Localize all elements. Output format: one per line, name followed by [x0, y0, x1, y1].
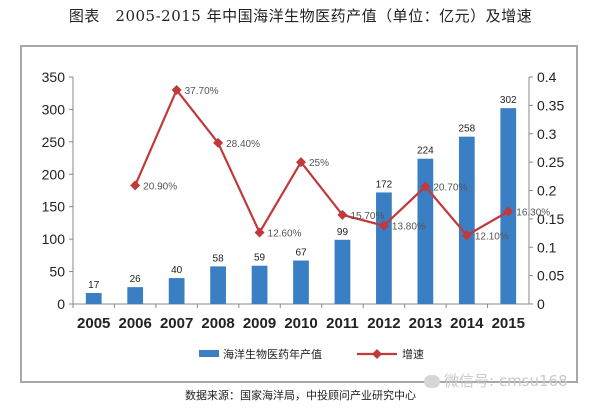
x-tick-label: 2013 [409, 315, 442, 332]
growth-point [461, 230, 472, 241]
right-tick-label: 0.2 [537, 183, 557, 199]
growth-line [134, 87, 509, 237]
left-tick-label: 0 [57, 296, 65, 312]
growth-point [254, 227, 265, 238]
legend-bar-swatch [199, 350, 219, 357]
data-source-note: 数据来源：国家海洋局，中投顾问产业研究中心 [185, 389, 416, 402]
bar-value-label: 58 [213, 253, 225, 264]
right-tick-label: 0.4 [537, 69, 557, 85]
x-tick-label: 2005 [77, 315, 110, 332]
growth-value-label: 13.80% [392, 222, 426, 233]
bar [376, 192, 392, 304]
left-tick-label: 150 [42, 199, 66, 215]
growth-point [337, 209, 348, 220]
bar [210, 266, 226, 304]
bar-value-label: 258 [458, 124, 475, 135]
bar [500, 108, 517, 304]
x-tick-label: 2015 [492, 315, 525, 332]
bar-value-label: 40 [171, 265, 183, 276]
x-tick-label: 2010 [284, 315, 317, 332]
x-tick-label: 2009 [243, 315, 276, 332]
growth-value-label: 20.70% [433, 183, 467, 194]
growth-point [296, 157, 306, 168]
x-tick-label: 2006 [118, 315, 151, 332]
bar [127, 287, 144, 304]
growth-value-label: 28.40% [226, 139, 260, 150]
bar-value-label: 17 [88, 280, 100, 291]
x-tick-label: 2011 [326, 315, 359, 332]
combo-chart: 0 50 100 150 200 250 300 350 0 0.05 0.1 0.15 0.2 0.25… [42, 69, 565, 361]
legend-line-label: 增速 [402, 347, 424, 361]
legend-line-marker [372, 349, 382, 359]
growth-point [503, 206, 514, 217]
bar-value-label: 302 [500, 95, 517, 106]
growth-value-label: 37.70% [185, 86, 219, 97]
right-tick-label: 0.15 [537, 211, 564, 227]
x-tick-label: 2007 [160, 315, 193, 332]
bar-value-label: 59 [254, 253, 266, 264]
wechat-icon [424, 375, 440, 388]
x-tick-label: 2008 [201, 315, 234, 332]
bar-value-label: 26 [130, 274, 142, 285]
bar [458, 136, 475, 304]
bar [293, 260, 309, 304]
growth-value-label: 20.90% [143, 181, 177, 192]
bar-value-label: 172 [376, 179, 393, 190]
left-tick-label: 350 [42, 69, 66, 85]
bar [251, 265, 268, 304]
right-tick-label: 0.25 [537, 154, 564, 170]
right-tick-label: 0.1 [537, 239, 557, 255]
growth-point [171, 85, 182, 96]
bar [417, 158, 434, 304]
right-tick-label: 0 [537, 296, 545, 312]
watermark: 微信号: cmsu168 [424, 370, 568, 391]
growth-value-label: 12.10% [475, 231, 509, 242]
right-tick-label: 0.35 [537, 97, 564, 113]
growth-point [130, 180, 141, 191]
left-tick-label: 250 [42, 134, 66, 150]
bar [168, 278, 185, 304]
growth-value-label: 16.30% [516, 207, 550, 218]
right-tick-label: 0.3 [537, 126, 557, 142]
bar [85, 292, 102, 304]
chart-frame: 0 50 100 150 200 250 300 350 0 0.05 0.1 0.15 0.2 0.25… [20, 45, 578, 383]
bar [334, 239, 351, 304]
right-tick-label: 0.05 [537, 268, 564, 284]
chart-title: 图表 2005-2015 年中国海洋生物医药产值（单位：亿元）及增速 [68, 7, 533, 25]
x-tick-label: 2014 [450, 315, 484, 332]
growth-value-label: 12.60% [268, 228, 302, 239]
left-tick-label: 200 [42, 166, 66, 182]
growth-point [213, 137, 224, 148]
bar-value-label: 67 [295, 248, 307, 259]
left-tick-label: 300 [42, 101, 66, 117]
watermark-text: 微信号: cmsu168 [444, 372, 568, 390]
left-tick-label: 100 [42, 231, 66, 247]
bar-value-label: 99 [337, 227, 349, 238]
growth-point [420, 181, 431, 192]
growth-point [378, 220, 389, 231]
growth-value-label: 15.70% [350, 211, 384, 222]
x-tick-label: 2012 [367, 315, 400, 332]
legend-bar-label: 海洋生物医药年产值 [223, 347, 322, 361]
growth-value-label: 25% [309, 158, 329, 169]
bar-value-label: 224 [417, 146, 434, 157]
left-tick-label: 50 [49, 264, 65, 280]
